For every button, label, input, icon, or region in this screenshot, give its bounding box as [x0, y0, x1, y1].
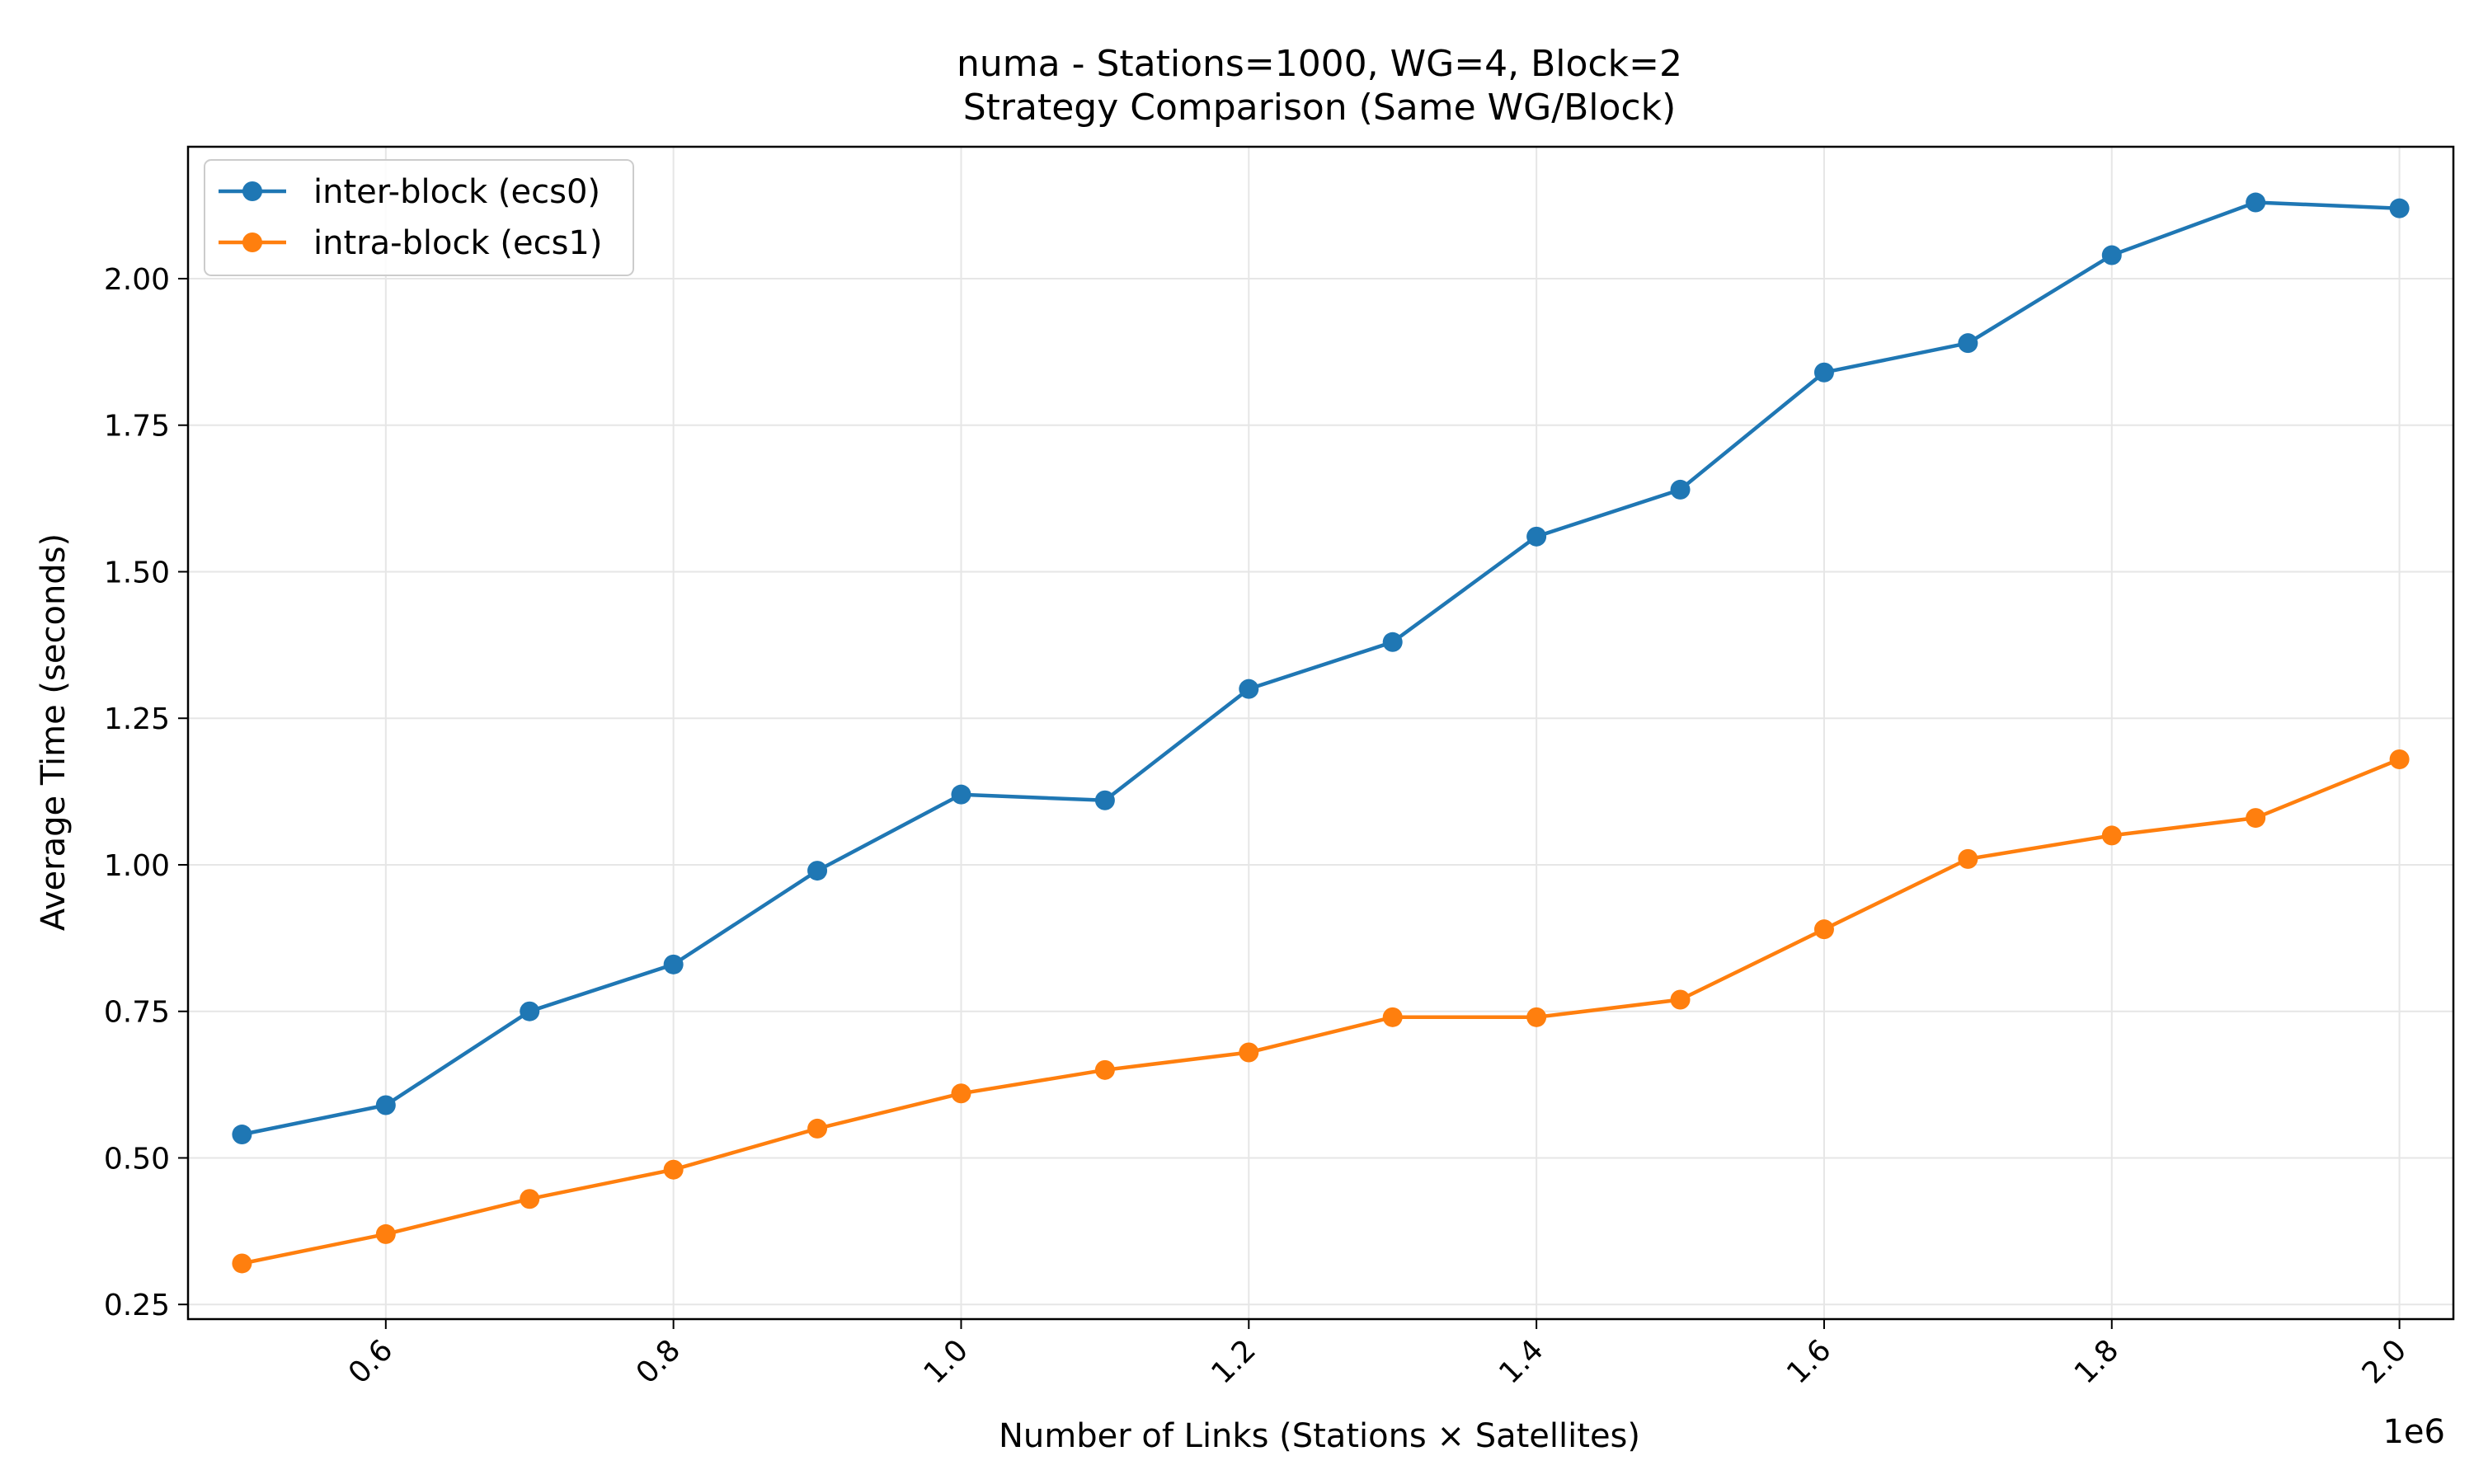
- legend-marker: [242, 232, 262, 252]
- data-point: [1670, 989, 1691, 1010]
- data-point: [1094, 790, 1115, 810]
- y-tick-label: 1.25: [104, 702, 170, 736]
- y-tick-label: 0.50: [104, 1142, 170, 1176]
- data-point: [1239, 1042, 1259, 1063]
- data-point: [1670, 479, 1691, 500]
- data-point: [2389, 749, 2410, 769]
- y-tick-label: 1.50: [104, 556, 170, 589]
- data-point: [375, 1095, 396, 1115]
- data-point: [1382, 632, 1403, 652]
- plot-frame: [186, 145, 2455, 1321]
- data-point: [2389, 198, 2410, 218]
- data-point: [2101, 825, 2122, 846]
- data-point: [807, 861, 828, 881]
- y-axis-label: Average Time (seconds): [35, 533, 73, 931]
- data-point: [807, 1118, 828, 1139]
- legend-entry: inter-block (ecs0): [219, 173, 600, 211]
- y-tick-label: 1.75: [104, 410, 170, 444]
- data-point: [1526, 1007, 1547, 1027]
- legend-label: intra-block (ecs1): [313, 224, 603, 262]
- legend-marker: [242, 181, 262, 201]
- data-point: [1813, 362, 1834, 383]
- series-layer: [232, 192, 2410, 1274]
- data-point: [1813, 919, 1834, 940]
- y-tick-label: 2.00: [104, 263, 170, 297]
- chart-subtitle: Strategy Comparison (Same WG/Block): [963, 87, 1677, 129]
- data-point: [951, 784, 971, 805]
- series-0: [232, 192, 2410, 1145]
- x-axis-offset-label: 1e6: [2382, 1413, 2445, 1451]
- data-point: [2101, 245, 2122, 265]
- data-point: [520, 1001, 540, 1021]
- legend: inter-block (ecs0) intra-block (ecs1): [204, 159, 634, 276]
- data-point: [1382, 1007, 1403, 1027]
- data-point: [2246, 808, 2266, 829]
- data-point: [951, 1083, 971, 1104]
- series-line: [241, 757, 2401, 1266]
- grid: [188, 147, 2453, 1319]
- data-point: [1958, 333, 1978, 354]
- y-tick-label: 1.00: [104, 849, 170, 883]
- data-point: [1526, 526, 1547, 547]
- y-tick-label: 0.75: [104, 996, 170, 1030]
- series-1: [232, 749, 2410, 1274]
- data-point: [520, 1189, 540, 1209]
- x-axis-label: Number of Links (Stations × Satellites): [999, 1417, 1640, 1455]
- legend-label: inter-block (ecs0): [313, 173, 600, 211]
- data-point: [232, 1125, 252, 1145]
- legend-box: [204, 159, 634, 276]
- data-point: [1958, 848, 1978, 869]
- data-point: [663, 1159, 684, 1180]
- data-point: [232, 1253, 252, 1274]
- series-line: [241, 200, 2400, 1137]
- data-point: [1094, 1059, 1115, 1080]
- data-point: [375, 1223, 396, 1244]
- y-tick-label: 0.25: [104, 1289, 170, 1322]
- data-point: [2246, 192, 2266, 213]
- data-point: [663, 954, 684, 974]
- data-point: [1239, 679, 1259, 699]
- legend-entry: intra-block (ecs1): [219, 224, 603, 262]
- y-axis: 0.25 0.50 0.75 1.00 1.25 1.50 1.75 2.00: [104, 263, 188, 1322]
- chart-title: numa - Stations=1000, WG=4, Block=2: [957, 43, 1682, 85]
